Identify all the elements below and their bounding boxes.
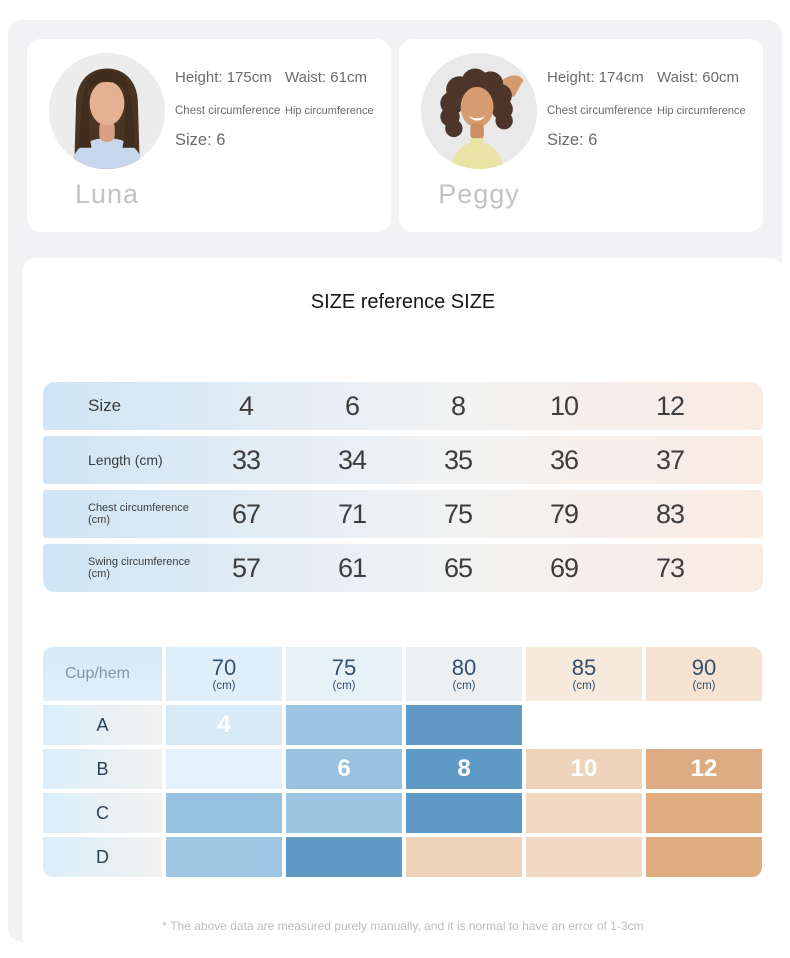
swing-row: Swing circumference (cm) 57 61 65 69 73: [43, 544, 763, 592]
length-value: 35: [443, 444, 473, 475]
matrix-cell-a70: 4: [166, 705, 282, 745]
luna-size: Size: 6: [175, 131, 226, 149]
size-col-12: 12: [655, 390, 685, 421]
length-value: 37: [655, 444, 685, 475]
matrix-cell-c85: [526, 793, 642, 833]
peggy-hip: Hip circumference: [657, 105, 746, 117]
matrix-cell-c75: [286, 793, 402, 833]
matrix-cell-b70: [166, 749, 282, 789]
length-value: 34: [337, 444, 367, 475]
hem-col-90-size: 90: [691, 655, 717, 681]
hem-col-90: 90 (cm): [646, 647, 762, 701]
length-value: 33: [231, 444, 261, 475]
matrix-cell-d70: [166, 837, 282, 877]
cup-row-b-label: B: [43, 749, 162, 789]
size-col-8: 8: [450, 390, 466, 421]
matrix-cell-c90: [646, 793, 762, 833]
length-row: Length (cm) 33 34 35 36 37: [43, 436, 763, 484]
length-value: 36: [549, 444, 579, 475]
peggy-measurements: Height: 174cm Waist: 60cm Chest circumfe…: [547, 69, 769, 150]
chest-value: 67: [231, 498, 261, 529]
luna-hip: Hip circumference: [285, 105, 374, 117]
matrix-cell-b90: 12: [646, 749, 762, 789]
matrix-cell-d75: [286, 837, 402, 877]
chest-value: 71: [337, 498, 367, 529]
cup-row-c-label: C: [43, 793, 162, 833]
peggy-name: Peggy: [438, 179, 520, 209]
matrix-cell-d80: [406, 837, 522, 877]
chest-value: 83: [655, 498, 685, 529]
luna-waist: Waist: 61cm: [285, 69, 367, 86]
luna-measurements: Height: 175cm Waist: 61cm Chest circumfe…: [175, 69, 397, 150]
luna-name: Luna: [74, 179, 140, 209]
hem-col-75-unit: (cm): [332, 679, 356, 692]
size-table-header-label: Size: [88, 396, 122, 415]
matrix-cell-d85: [526, 837, 642, 877]
matrix-cell-d90: [646, 837, 762, 877]
peggy-avatar-image: [421, 53, 537, 169]
size-reference-table: Size 4 6 8 10 12 Length (cm) 33 34 35 36…: [43, 382, 763, 592]
matrix-cell-c70: [166, 793, 282, 833]
peggy-chest: Chest circumference: [547, 105, 653, 117]
hem-col-85-size: 85: [571, 655, 597, 681]
size-table-header-row: Size 4 6 8 10 12: [43, 382, 763, 430]
model-card-luna: Height: 175cm Waist: 61cm Chest circumfe…: [27, 39, 391, 232]
size-col-4: 4: [238, 390, 254, 421]
matrix-cell-b85: 10: [526, 749, 642, 789]
chest-value: 79: [549, 498, 579, 529]
size-col-10: 10: [549, 390, 579, 421]
measurement-disclaimer: * The above data are measured purely man…: [162, 919, 644, 933]
hem-col-85: 85 (cm): [526, 647, 642, 701]
peggy-height: Height: 174cm: [547, 69, 644, 86]
matrix-cell-a85: [526, 705, 642, 745]
matrix-cell-c80: [406, 793, 522, 833]
swing-value: 65: [443, 552, 473, 583]
hem-col-80: 80 (cm): [406, 647, 522, 701]
luna-portrait-illustration: [49, 53, 165, 169]
swing-value: 61: [337, 552, 367, 583]
peggy-size: Size: 6: [547, 131, 598, 149]
hem-col-70-unit: (cm): [212, 679, 236, 692]
chest-value: 75: [443, 498, 473, 529]
matrix-cell-a75: [286, 705, 402, 745]
model-cards-row: Height: 175cm Waist: 61cm Chest circumfe…: [27, 39, 763, 232]
hem-col-80-unit: (cm): [452, 679, 476, 692]
cup-hem-corner-label: Cup/hem: [43, 647, 162, 701]
hem-col-90-unit: (cm): [692, 679, 716, 692]
swing-value: 73: [655, 552, 685, 583]
section-title: SIZE reference SIZE: [310, 291, 496, 313]
luna-height: Height: 175cm: [175, 69, 272, 86]
luna-chest: Chest circumference: [175, 105, 281, 117]
peggy-waist: Waist: 60cm: [657, 69, 739, 86]
swing-row-label: Swing circumference (cm): [88, 556, 191, 580]
cup-hem-matrix: Cup/hem 70 (cm) 75 (cm) 80 (cm) 85 (cm) …: [43, 647, 763, 877]
hem-col-80-size: 80: [451, 655, 477, 681]
size-reference-section: SIZE reference SIZE Size 4 6 8 10 12 Len…: [22, 258, 784, 948]
matrix-cell-a90: [646, 705, 762, 745]
cup-row-a-label: A: [43, 705, 162, 745]
hem-col-70-size: 70: [211, 655, 237, 681]
size-col-6: 6: [344, 390, 360, 421]
hem-col-75: 75 (cm): [286, 647, 402, 701]
matrix-cell-a80: [406, 705, 522, 745]
matrix-cell-b75: 6: [286, 749, 402, 789]
cup-row-d-label: D: [43, 837, 162, 877]
luna-avatar-image: [49, 53, 165, 169]
page-backdrop-panel: Height: 175cm Waist: 61cm Chest circumfe…: [8, 20, 784, 948]
hem-col-70: 70 (cm): [166, 647, 282, 701]
model-card-peggy: Height: 174cm Waist: 60cm Chest circumfe…: [399, 39, 763, 232]
swing-value: 69: [549, 552, 579, 583]
matrix-cell-b80: 8: [406, 749, 522, 789]
hem-col-75-size: 75: [331, 655, 357, 681]
chest-row-label: Chest circumference (cm): [88, 502, 189, 526]
peggy-portrait-illustration: [421, 53, 537, 169]
swing-value: 57: [231, 552, 261, 583]
length-row-label: Length (cm): [88, 452, 163, 468]
chest-row: Chest circumference (cm) 67 71 75 79 83: [43, 490, 763, 538]
hem-col-85-unit: (cm): [572, 679, 596, 692]
